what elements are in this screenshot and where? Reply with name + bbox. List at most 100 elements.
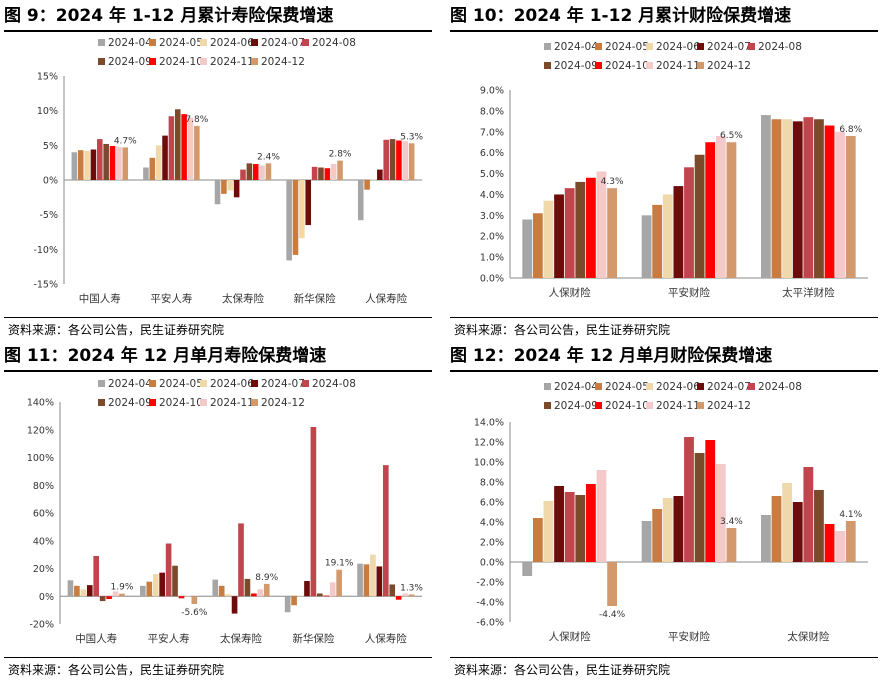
y-tick-label: 6.0% [480,498,504,509]
bar [376,566,383,597]
legend-label: 2024-05 [159,378,203,390]
bar [585,177,596,278]
bar [835,131,846,278]
data-label: 1.9% [111,583,134,593]
bar [845,135,856,278]
bar [402,141,409,180]
data-label: 5.3% [400,132,423,142]
legend-label: 2024-11 [656,400,700,412]
bar [292,180,299,255]
legend-label: 2024-10 [159,56,203,68]
legend-swatch [748,383,755,390]
bar [389,584,396,597]
data-label: 4.1% [839,510,862,520]
source-rule [4,317,432,318]
bar [792,502,803,562]
legend-label: 2024-06 [210,378,254,390]
y-tick-label: -6.0% [476,618,504,629]
bar [370,179,377,181]
bar [336,569,342,597]
x-tick-label: 新华保险 [292,632,334,645]
data-label: 3.4% [720,517,743,527]
data-label: 1.3% [400,583,423,593]
y-tick-label: -15% [33,280,58,291]
x-tick-label: 平安人寿 [150,292,192,305]
bar [93,556,100,597]
bar [80,589,87,597]
legend-label: 2024-09 [554,60,598,72]
legend-label: 2024-09 [108,56,152,68]
bar [782,483,793,562]
bar [824,524,835,562]
y-tick-label: 6.0% [480,148,504,159]
bar [684,437,694,562]
bar [824,125,835,278]
y-tick-label: 7.0% [480,127,504,138]
bar [532,213,543,278]
bar [652,509,663,562]
bar [522,562,533,576]
x-tick-label: 人保财险 [549,630,591,643]
y-tick-label: 120% [27,425,54,436]
x-tick-label: 人保财险 [549,286,591,299]
legend-swatch [302,39,309,46]
bar [363,564,370,597]
source-rule [450,657,878,658]
data-label: 2.8% [329,150,352,160]
legend-swatch [200,380,207,387]
bar [383,139,389,180]
bar-chart: 2024-04 2024-05 2024-06 2024-07 2024-08 2024-… [480,41,868,299]
legend-label: 2024-10 [159,397,203,409]
bar [554,194,564,278]
bar [109,146,116,180]
y-tick-label: 60% [33,509,54,520]
bar [231,596,238,614]
bar [259,165,265,180]
legend-label: 2024-11 [656,60,700,72]
bar [771,496,782,562]
y-tick-label: 4.0% [480,190,504,201]
bar [304,580,310,597]
bar [172,565,178,597]
chart-title: 图 11：2024 年 12 月单月寿险保费增速 [4,346,327,366]
y-tick-label: -2.0% [476,578,504,589]
bar [641,521,652,562]
bar [233,180,240,198]
x-tick-label: 人保寿险 [365,632,407,645]
y-tick-label: 0.0% [480,274,504,285]
bar [543,501,554,562]
bar [284,596,291,613]
bar [155,145,162,180]
data-label: 6.8% [839,125,862,135]
y-tick-label: 3.0% [480,211,504,222]
bar [227,180,234,191]
bar [297,595,304,597]
bar [257,589,264,597]
legend-swatch [98,380,105,387]
legend-label: 2024-04 [554,381,598,393]
bar [845,521,856,562]
bar [652,204,663,278]
legend-swatch [697,43,704,50]
bar-chart: 2024-04 2024-05 2024-06 2024-07 2024-08 2024-… [27,378,424,645]
bar [792,121,803,278]
x-tick-label: 平安财险 [668,286,710,299]
legend-swatch [251,39,258,46]
y-tick-label: 8.0% [480,106,504,117]
bar [140,585,146,597]
bar [165,543,172,597]
data-label: 4.7% [114,136,137,146]
bar [803,117,814,279]
x-tick-label: 平安人寿 [148,632,190,645]
legend-swatch [646,43,653,50]
bar [225,594,231,597]
bar [178,596,185,599]
bar [596,470,607,562]
bar [377,169,383,180]
bar [90,149,97,180]
chart-title: 图 9：2024 年 1-12 月累计寿险保费增速 [4,6,334,26]
legend-label: 2024-08 [312,37,356,49]
legend-swatch [595,383,602,390]
bar [673,496,684,562]
legend-label: 2024-04 [554,41,598,53]
